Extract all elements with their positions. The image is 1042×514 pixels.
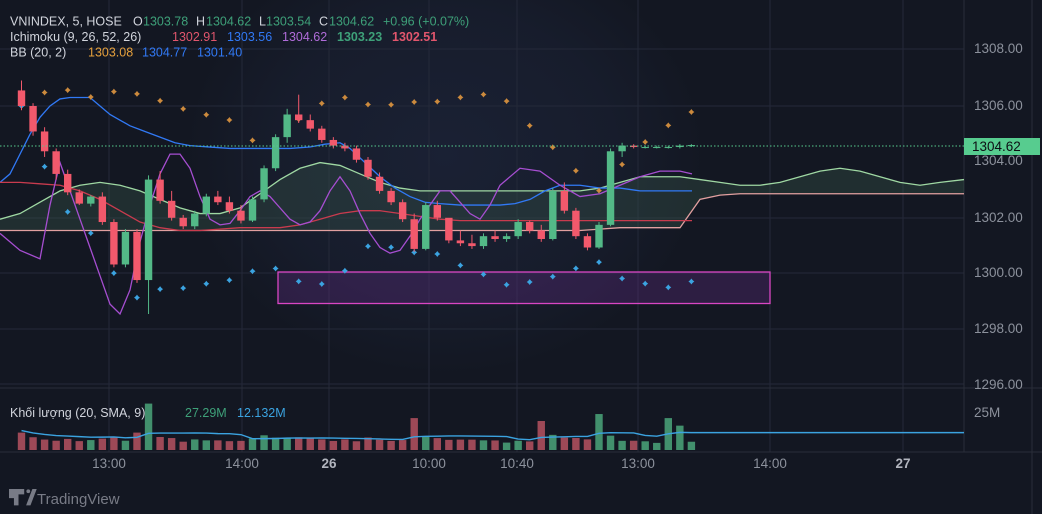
svg-text:1302.00: 1302.00 [974, 210, 1023, 225]
svg-text:14:00: 14:00 [753, 456, 787, 471]
svg-text:BB (20, 2): BB (20, 2) [10, 46, 66, 60]
svg-text:1304.62: 1304.62 [206, 15, 251, 29]
svg-text:1303.54: 1303.54 [266, 15, 311, 29]
svg-text:1296.00: 1296.00 [974, 377, 1023, 392]
svg-text:Khối lượng (20, SMA, 9): Khối lượng (20, SMA, 9) [10, 406, 145, 420]
svg-text:1300.00: 1300.00 [974, 265, 1023, 280]
svg-text:H: H [196, 15, 205, 29]
svg-text:1303.78: 1303.78 [143, 15, 188, 29]
svg-text:13:00: 13:00 [621, 456, 655, 471]
svg-text:TradingView: TradingView [37, 491, 120, 508]
svg-text:10:40: 10:40 [500, 456, 534, 471]
svg-text:1304.77: 1304.77 [142, 46, 187, 60]
svg-text:1303.08: 1303.08 [88, 46, 133, 60]
svg-text:L: L [259, 15, 266, 29]
svg-text:O: O [133, 15, 143, 29]
svg-text:1304.62: 1304.62 [329, 15, 374, 29]
svg-text:27: 27 [895, 456, 910, 471]
svg-text:27.29M: 27.29M [185, 406, 227, 420]
svg-text:1298.00: 1298.00 [974, 321, 1023, 336]
svg-text:C: C [319, 15, 328, 29]
svg-text:Ichimoku (9, 26, 52, 26): Ichimoku (9, 26, 52, 26) [10, 30, 141, 44]
svg-text:1301.40: 1301.40 [197, 46, 242, 60]
svg-text:1302.51: 1302.51 [392, 30, 437, 44]
svg-text:26: 26 [321, 456, 337, 471]
svg-text:1304.00: 1304.00 [974, 153, 1023, 168]
svg-text:1308.00: 1308.00 [974, 41, 1023, 56]
svg-text:13:00: 13:00 [92, 456, 126, 471]
svg-text:10:00: 10:00 [412, 456, 446, 471]
svg-text:12.132M: 12.132M [237, 406, 286, 420]
svg-text:1306.00: 1306.00 [974, 98, 1023, 113]
svg-text:1303.56: 1303.56 [227, 30, 272, 44]
svg-text:1303.23: 1303.23 [337, 30, 382, 44]
svg-text:1302.91: 1302.91 [172, 30, 217, 44]
svg-text:VNINDEX, 5, HOSE: VNINDEX, 5, HOSE [10, 15, 122, 29]
svg-text:1304.62: 1304.62 [282, 30, 327, 44]
svg-text:1304.62: 1304.62 [972, 139, 1021, 154]
svg-text:+0.96 (+0.07%): +0.96 (+0.07%) [383, 15, 469, 29]
svg-text:25M: 25M [974, 405, 1000, 420]
svg-text:14:00: 14:00 [225, 456, 259, 471]
